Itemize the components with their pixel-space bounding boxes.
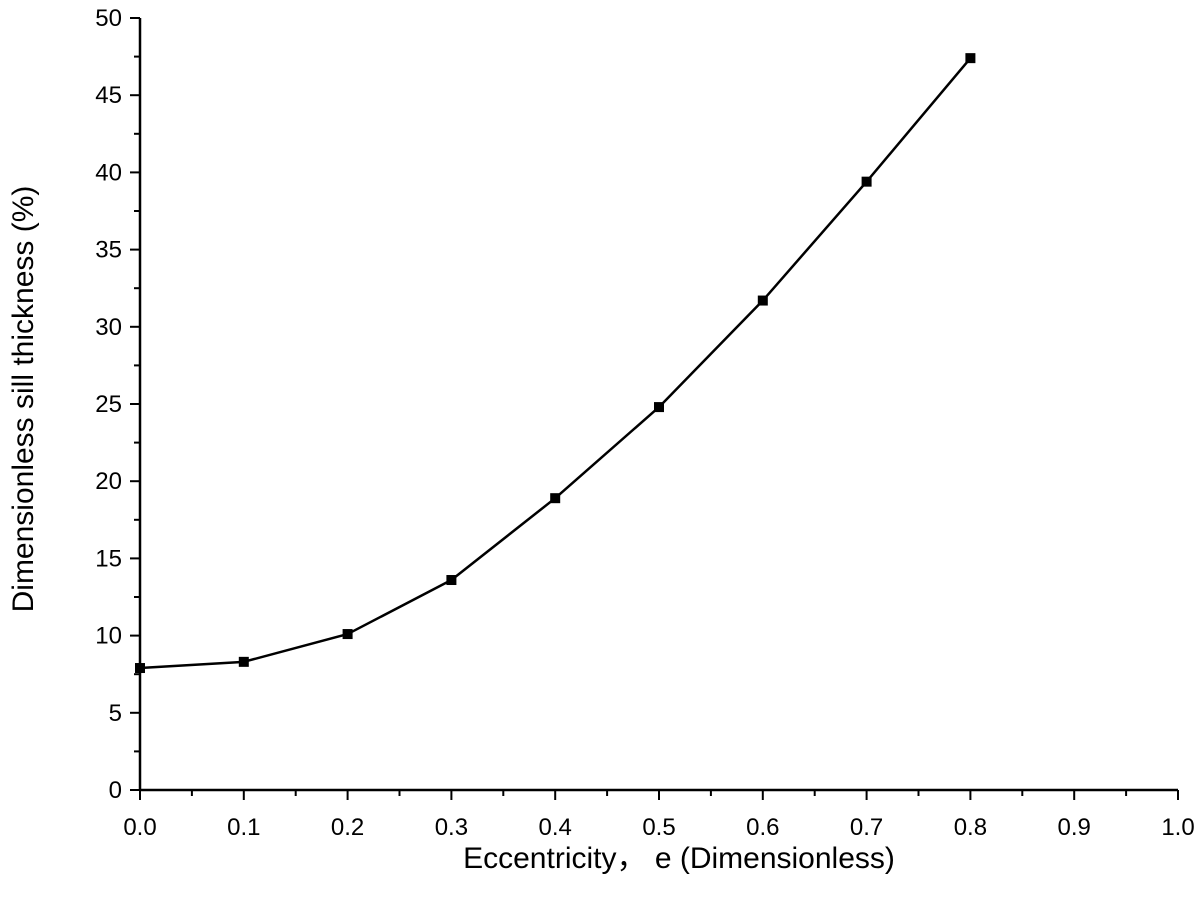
- y-tick-label: 25: [95, 391, 122, 418]
- x-tick-label: 0.9: [1058, 814, 1091, 841]
- x-tick-label: 0.0: [123, 814, 156, 841]
- x-tick-label: 0.8: [954, 814, 987, 841]
- data-point: [965, 53, 976, 64]
- data-point: [550, 493, 561, 504]
- x-axis-title: Eccentricity， e (Dimensionless): [463, 842, 895, 875]
- x-tick-label: 1.0: [1161, 814, 1194, 841]
- y-tick-label: 35: [95, 237, 122, 264]
- y-tick-label: 15: [95, 545, 122, 572]
- x-tick-label: 0.2: [331, 814, 364, 841]
- x-tick-label: 0.3: [435, 814, 468, 841]
- y-axis-title: Dimensionless sill thickness (%): [7, 186, 40, 613]
- data-point: [757, 295, 768, 306]
- x-tick-label: 0.6: [746, 814, 779, 841]
- x-ticks: 0.0 0.1 0.2 0.3 0.4 0.5 0.6 0.7 0.8 0.9 1.0: [123, 790, 1195, 841]
- data-point: [238, 656, 249, 667]
- x-tick-label: 0.5: [642, 814, 675, 841]
- y-tick-label: 30: [95, 314, 122, 341]
- y-tick-label: 45: [95, 82, 122, 109]
- y-tick-label: 0: [109, 777, 122, 804]
- x-tick-label: 0.1: [227, 814, 260, 841]
- x-tick-label: 0.7: [850, 814, 883, 841]
- y-tick-label: 40: [95, 159, 122, 186]
- data-point: [342, 629, 353, 640]
- y-tick-label: 20: [95, 468, 122, 495]
- data-point: [654, 402, 664, 413]
- data-point: [861, 176, 872, 187]
- data-point: [135, 663, 145, 674]
- y-ticks: 0 5 10 15 20 25 30 35 40 45 50: [95, 5, 140, 804]
- data-point: [446, 575, 457, 586]
- y-tick-label: 10: [95, 623, 122, 650]
- y-tick-label: 5: [109, 700, 122, 727]
- series: [135, 53, 976, 674]
- series-line: [139, 57, 972, 670]
- y-tick-label: 50: [95, 5, 122, 32]
- x-tick-label: 0.4: [539, 814, 572, 841]
